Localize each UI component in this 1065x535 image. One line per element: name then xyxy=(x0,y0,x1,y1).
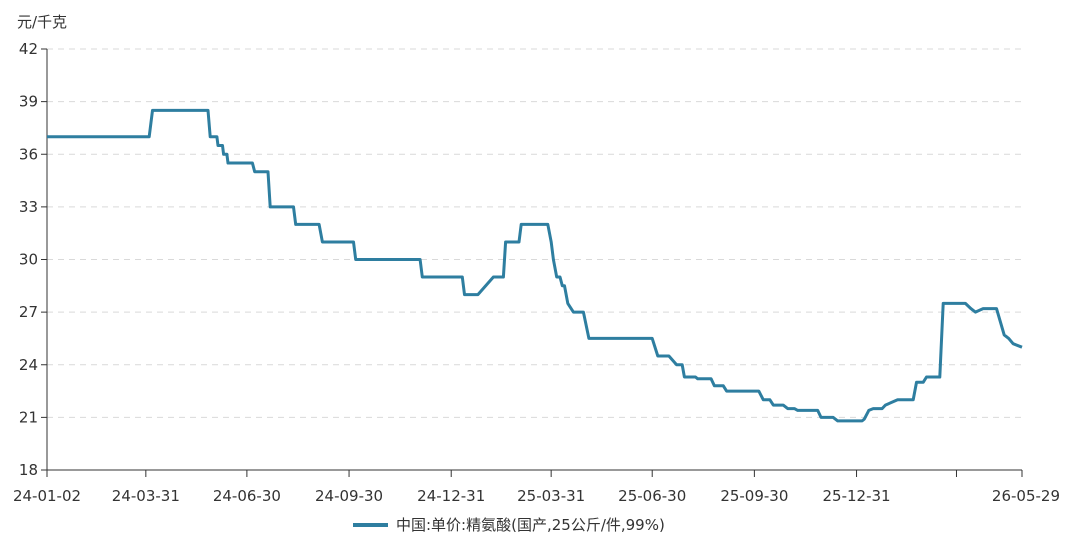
x-tick-label: 25-03-31 xyxy=(517,487,585,505)
y-tick-label: 33 xyxy=(19,198,38,216)
y-tick-label: 39 xyxy=(19,93,38,111)
x-tick-label: 24-06-30 xyxy=(213,487,281,505)
x-tick-label: 26-05-29 xyxy=(992,487,1060,505)
grid-lines xyxy=(47,48,1022,418)
legend-label: 中国:单价:精氨酸(国产,25公斤/件,99%) xyxy=(396,516,665,534)
y-tick-label: 30 xyxy=(19,251,38,269)
series-layer xyxy=(47,108,1023,423)
y-tick-label: 24 xyxy=(19,356,38,374)
x-tick-label: 24-01-02 xyxy=(13,487,81,505)
y-axis-unit-label: 元/千克 xyxy=(17,13,67,31)
y-tick-label: 21 xyxy=(19,408,38,426)
y-tick-label: 27 xyxy=(19,303,38,321)
y-tick-label: 36 xyxy=(19,145,38,163)
y-axis: 18 21 24 27 30 33 36 39 42 xyxy=(19,40,48,479)
x-tick-label: 25-12-31 xyxy=(822,487,890,505)
x-axis: 24-01-02 24-03-31 24-06-30 24-09-30 24-12-31… xyxy=(13,469,1060,505)
x-tick-label: 24-03-31 xyxy=(112,487,180,505)
x-tick-label: 24-12-31 xyxy=(417,487,485,505)
legend: 中国:单价:精氨酸(国产,25公斤/件,99%) xyxy=(353,516,665,534)
y-tick-label: 18 xyxy=(19,461,38,479)
x-tick-label: 25-09-30 xyxy=(720,487,788,505)
x-tick-label: 25-06-30 xyxy=(618,487,686,505)
x-tick-label: 24-09-30 xyxy=(315,487,383,505)
y-tick-label: 42 xyxy=(19,40,38,58)
series-line xyxy=(47,108,1023,423)
